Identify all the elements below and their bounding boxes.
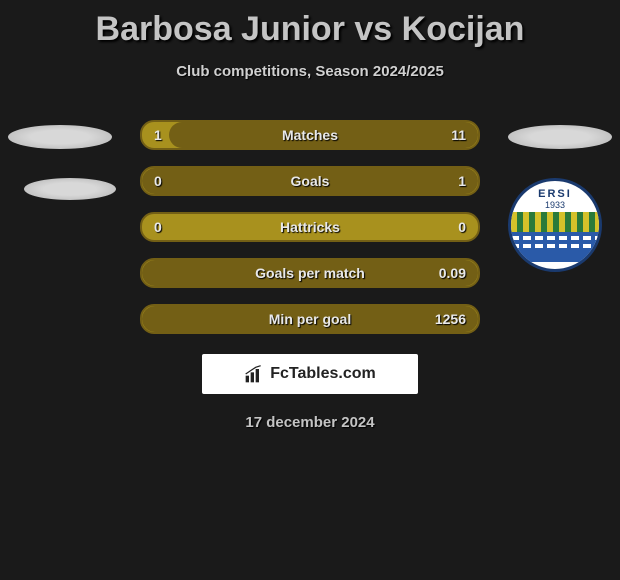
chart-icon (244, 364, 264, 384)
fctables-logo[interactable]: FcTables.com (202, 354, 418, 394)
stat-label: Hattricks (280, 219, 340, 235)
stat-row-goals-per-match: Goals per match 0.09 (140, 258, 480, 288)
stat-label: Matches (282, 127, 338, 143)
stat-label: Goals (291, 173, 330, 189)
stat-right-value: 0.09 (439, 265, 466, 281)
stat-right-value: 1 (458, 173, 466, 189)
stat-row-hattricks: 0 Hattricks 0 (140, 212, 480, 242)
stat-right-value: 0 (458, 219, 466, 235)
stat-row-min-per-goal: Min per goal 1256 (140, 304, 480, 334)
stat-label: Goals per match (255, 265, 365, 281)
logo-text: FcTables.com (270, 365, 376, 383)
stats-container: 1 Matches 11 0 Goals 1 0 Hattricks 0 Goa… (0, 120, 620, 334)
stat-row-goals: 0 Goals 1 (140, 166, 480, 196)
comparison-title: Barbosa Junior vs Kocijan (0, 0, 620, 49)
stat-left-value: 1 (154, 127, 162, 143)
stat-left-value: 0 (154, 219, 162, 235)
subtitle: Club competitions, Season 2024/2025 (0, 63, 620, 80)
stat-right-value: 11 (451, 127, 466, 143)
stat-row-matches: 1 Matches 11 (140, 120, 480, 150)
stat-right-value: 1256 (435, 311, 466, 327)
stat-left-value: 0 (154, 173, 162, 189)
date-label: 17 december 2024 (0, 414, 620, 431)
stat-label: Min per goal (269, 311, 351, 327)
